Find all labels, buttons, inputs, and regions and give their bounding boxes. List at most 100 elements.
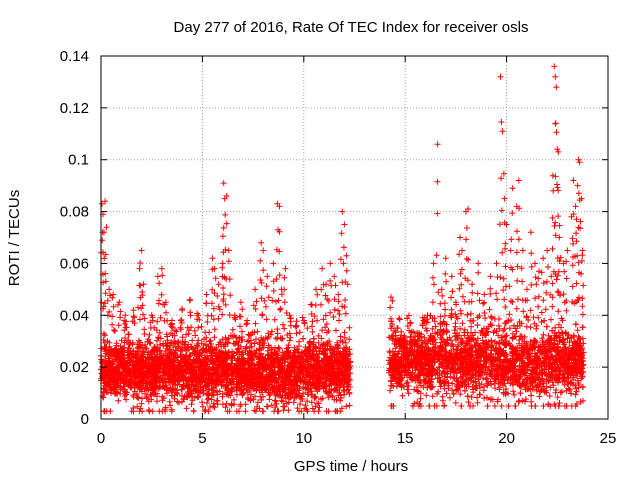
- band-marker: [199, 399, 205, 406]
- band-marker: [229, 326, 236, 333]
- band-marker: [145, 398, 152, 405]
- band-marker: [274, 326, 281, 333]
- band-marker: [319, 327, 326, 334]
- band-marker: [251, 329, 258, 336]
- band-marker: [140, 348, 147, 355]
- band-marker: [523, 323, 530, 330]
- band-marker: [222, 404, 229, 411]
- band-marker: [290, 399, 297, 406]
- band-marker: [300, 335, 307, 342]
- band-marker: [574, 327, 581, 334]
- band-marker: [396, 316, 403, 323]
- band-marker: [280, 403, 287, 410]
- band-marker: [251, 340, 258, 347]
- band-marker: [188, 401, 195, 408]
- band-marker: [300, 371, 307, 378]
- dense-band-markers: [98, 311, 587, 415]
- band-marker: [329, 349, 336, 356]
- band-marker: [441, 312, 448, 319]
- band-marker: [261, 340, 268, 347]
- band-marker: [446, 394, 453, 401]
- band-marker: [183, 405, 190, 412]
- band-marker: [297, 401, 303, 407]
- band-marker: [125, 331, 132, 338]
- band-marker: [100, 330, 107, 337]
- band-marker: [183, 331, 190, 338]
- band-marker: [333, 327, 339, 334]
- band-marker: [104, 338, 111, 345]
- band-marker: [268, 328, 275, 335]
- band-marker: [202, 406, 209, 413]
- band-marker: [275, 344, 282, 351]
- band-marker: [137, 405, 144, 412]
- band-marker: [168, 339, 175, 346]
- band-marker: [136, 408, 143, 415]
- band-marker: [488, 322, 495, 329]
- band-marker: [405, 390, 412, 397]
- band-marker: [573, 385, 579, 392]
- band-marker: [231, 401, 238, 408]
- band-marker: [307, 338, 313, 345]
- band-marker: [268, 402, 275, 409]
- band-marker: [179, 334, 186, 341]
- band-marker: [339, 338, 346, 345]
- band-marker: [315, 383, 322, 390]
- band-marker: [149, 408, 156, 415]
- band-marker: [505, 403, 512, 409]
- band-marker: [540, 331, 547, 338]
- band-marker: [226, 371, 233, 378]
- band-marker: [208, 341, 215, 347]
- band-marker: [346, 324, 353, 331]
- band-marker: [154, 398, 160, 405]
- band-marker: [492, 385, 499, 392]
- band-marker: [159, 397, 166, 404]
- band-marker: [211, 404, 218, 411]
- band-marker: [399, 392, 406, 399]
- band-marker: [106, 383, 113, 390]
- band-marker: [198, 323, 205, 330]
- band-marker: [211, 334, 218, 341]
- band-marker: [495, 322, 502, 329]
- band-marker: [204, 396, 211, 403]
- band-marker: [192, 332, 199, 339]
- band-marker: [210, 403, 217, 410]
- band-marker: [248, 343, 255, 350]
- band-marker: [171, 395, 178, 402]
- band-marker: [281, 325, 288, 332]
- band-marker: [276, 345, 283, 352]
- band-marker: [488, 314, 495, 321]
- band-marker: [250, 396, 257, 403]
- band-marker: [287, 334, 294, 341]
- band-marker: [291, 347, 298, 354]
- band-marker: [308, 392, 315, 398]
- band-marker: [309, 328, 316, 335]
- band-marker: [271, 397, 278, 404]
- band-marker: [539, 335, 546, 342]
- band-marker: [141, 326, 148, 333]
- band-marker: [515, 398, 522, 405]
- band-marker: [302, 344, 309, 351]
- band-marker: [205, 395, 212, 402]
- band-marker: [556, 400, 563, 406]
- band-marker: [146, 331, 153, 338]
- band-marker: [251, 407, 258, 414]
- band-marker: [559, 388, 565, 395]
- band-marker: [246, 332, 253, 339]
- band-marker: [252, 408, 259, 415]
- band-marker: [342, 339, 349, 346]
- band-marker: [174, 354, 181, 361]
- band-marker: [536, 393, 543, 400]
- band-marker: [153, 327, 160, 334]
- band-marker: [257, 393, 264, 400]
- band-marker: [139, 395, 145, 402]
- band-marker: [130, 405, 137, 411]
- band-marker: [286, 337, 293, 344]
- band-marker: [143, 394, 150, 400]
- band-marker: [498, 403, 505, 409]
- band-marker: [308, 399, 315, 406]
- band-marker: [260, 408, 267, 415]
- band-marker: [99, 393, 106, 400]
- band-marker: [234, 391, 240, 398]
- band-marker: [211, 326, 218, 333]
- band-marker: [519, 397, 526, 404]
